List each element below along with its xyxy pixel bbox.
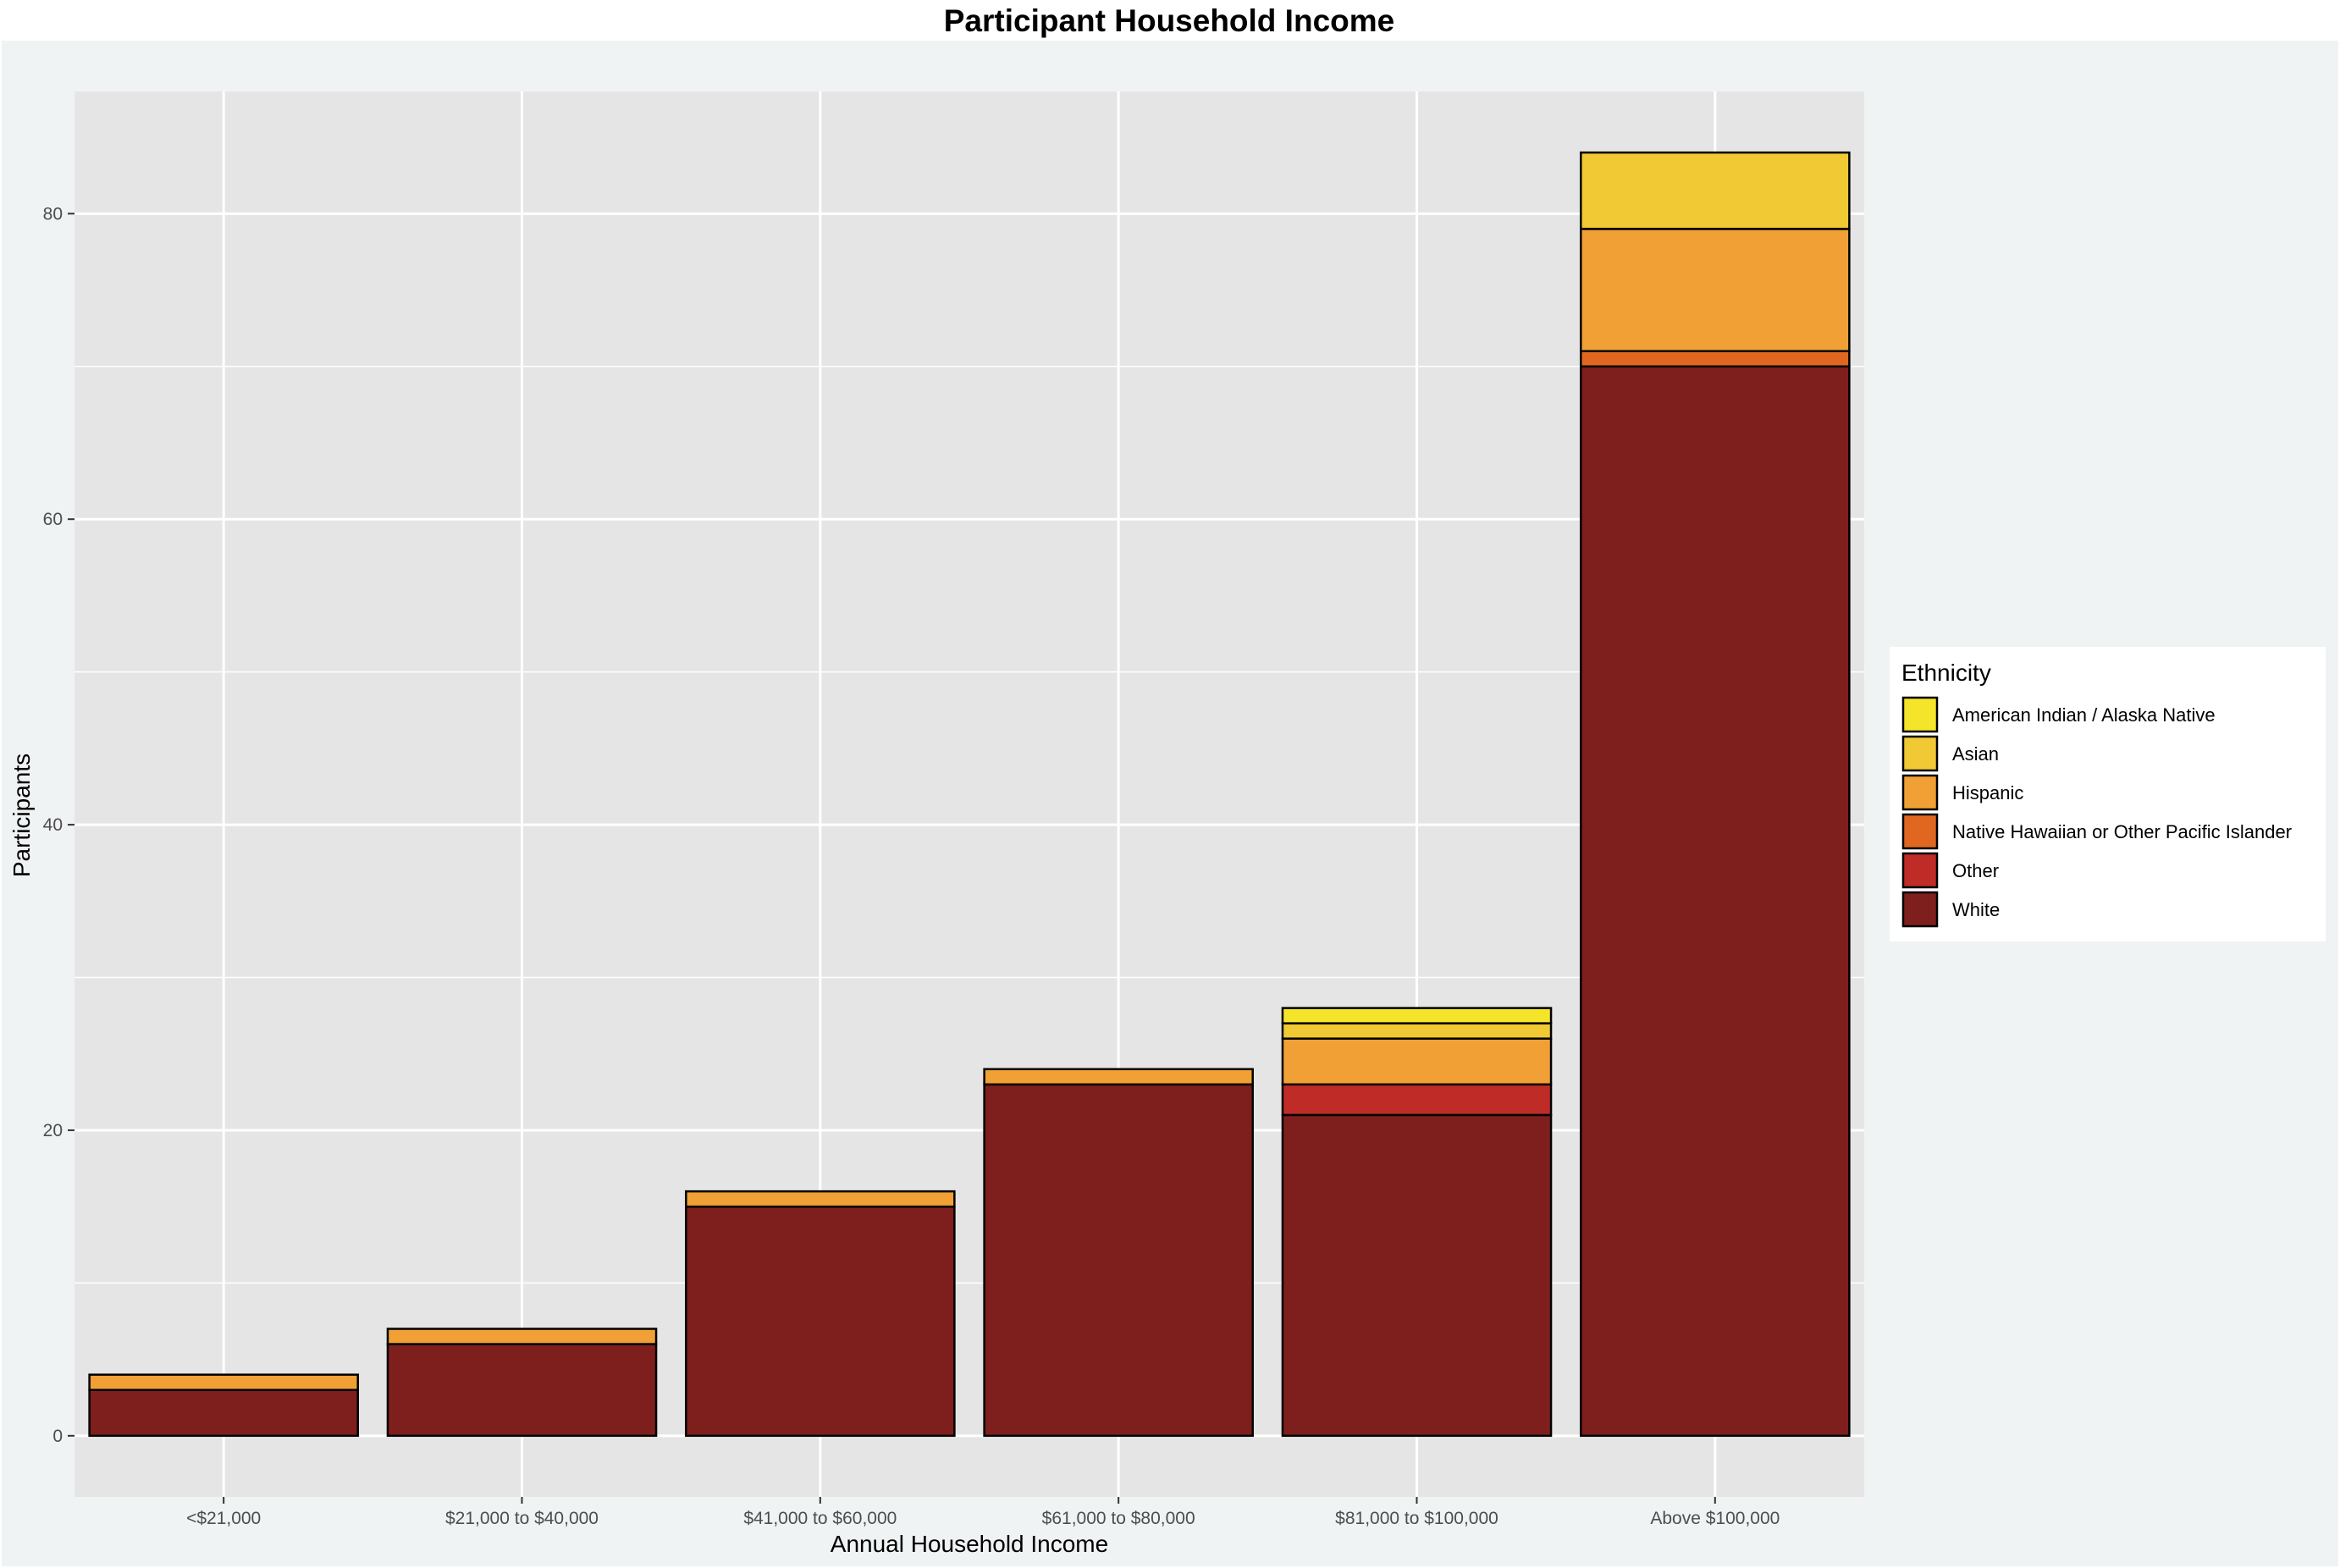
bar-segment-hispanic <box>88 1373 359 1391</box>
legend-label: Asian <box>1952 743 1999 765</box>
bar-stack-81-000-to-100-000 <box>1281 1007 1553 1438</box>
x-tick-label: $81,000 to $100,000 <box>1335 1509 1498 1528</box>
bar-segment-american-indian-alaska-native <box>1281 1007 1553 1024</box>
legend-swatch <box>1901 735 1939 772</box>
legend-label: Native Hawaiian or Other Pacific Islande… <box>1952 821 2292 842</box>
legend-label: American Indian / Alaska Native <box>1952 704 2216 726</box>
bar-segment-native-hawaiian-or-other-pacific-islander <box>1580 350 1851 368</box>
bar-segment-other <box>1281 1083 1553 1117</box>
bar-stack-above-100-000 <box>1580 151 1851 1438</box>
legend-box <box>1890 647 2326 941</box>
legend-swatch <box>1901 696 1939 733</box>
bar-segment-hispanic <box>685 1190 956 1208</box>
y-axis: 0 20 40 60 80 <box>43 204 75 1446</box>
y-tick-label: 80 <box>43 204 63 224</box>
x-tick-label: Above $100,000 <box>1650 1509 1780 1528</box>
legend-swatch <box>1901 813 1939 850</box>
bar-segment-hispanic <box>386 1328 658 1345</box>
legend: Ethnicity American Indian / Alaska Nativ… <box>1890 647 2326 941</box>
bars <box>88 151 1851 1438</box>
x-tick-label: <$21,000 <box>186 1509 261 1528</box>
legend-label: Hispanic <box>1952 782 2023 803</box>
x-tick-label: $61,000 to $80,000 <box>1042 1509 1195 1528</box>
x-axis: <$21,000 $21,000 to $40,000 $41,000 to $60… <box>186 1497 1780 1528</box>
legend-items: American Indian / Alaska Native Asian Hisp… <box>1901 696 2292 928</box>
bar-segment-white <box>685 1205 956 1438</box>
legend-item-asian: Asian <box>1901 735 1999 772</box>
bar-segment-hispanic <box>983 1068 1254 1086</box>
legend-swatch <box>1901 852 1939 889</box>
x-tick-label: $41,000 to $60,000 <box>743 1509 897 1528</box>
x-axis-title: Annual Household Income <box>831 1531 1108 1557</box>
legend-item-white: White <box>1901 891 2000 928</box>
legend-swatch <box>1901 891 1939 928</box>
bar-segment-white <box>88 1389 359 1438</box>
y-axis-title: Participants <box>8 754 35 877</box>
x-tick-label: $21,000 to $40,000 <box>445 1509 599 1528</box>
y-tick-label: 0 <box>52 1427 63 1446</box>
legend-item-american-indian-alaska-native: American Indian / Alaska Native <box>1901 696 2216 733</box>
plot-panel <box>75 91 1864 1497</box>
bar-segment-hispanic <box>1281 1037 1553 1086</box>
bar-segment-asian <box>1281 1022 1553 1040</box>
legend-item-other: Other <box>1901 852 1999 889</box>
bar-stack-41-000-to-60-000 <box>685 1190 956 1438</box>
bar-segment-white <box>1580 365 1851 1438</box>
bar-segment-white <box>386 1343 658 1438</box>
bar-segment-white <box>983 1083 1254 1438</box>
y-tick-label: 40 <box>43 815 63 835</box>
bar-stack-21-000 <box>88 1373 359 1438</box>
y-tick-label: 60 <box>43 510 63 529</box>
legend-label: Other <box>1952 860 1999 881</box>
y-tick-label: 20 <box>43 1121 63 1140</box>
bar-stack-21-000-to-40-000 <box>386 1328 658 1438</box>
legend-item-hispanic: Hispanic <box>1901 774 2023 811</box>
legend-label: White <box>1952 899 2000 920</box>
bar-segment-white <box>1281 1113 1553 1438</box>
legend-title: Ethnicity <box>1901 660 1991 686</box>
minor-gridlines <box>75 366 1864 1284</box>
legend-item-native-hawaiian-or-other-pacific-islander: Native Hawaiian or Other Pacific Islande… <box>1901 813 2292 850</box>
legend-swatch <box>1901 774 1939 811</box>
bar-segment-asian <box>1580 151 1851 230</box>
bar-stack-61-000-to-80-000 <box>983 1068 1254 1438</box>
chart-title: Participant Household Income <box>944 3 1394 38</box>
bar-segment-hispanic <box>1580 228 1851 352</box>
